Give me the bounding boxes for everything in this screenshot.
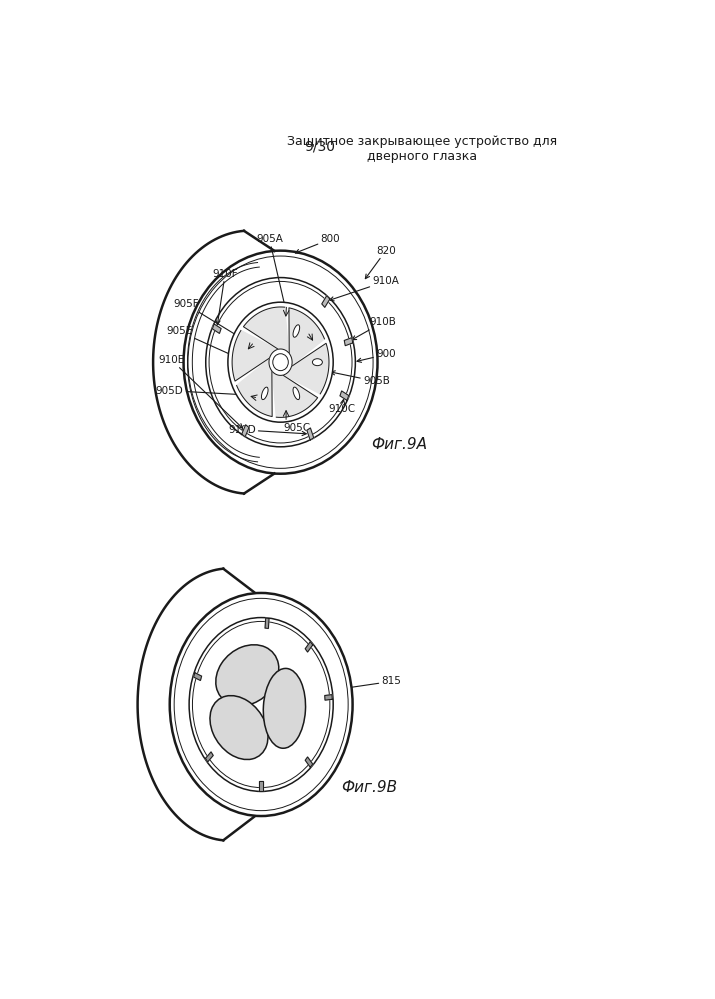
Ellipse shape [228, 302, 333, 423]
Polygon shape [307, 428, 314, 440]
Ellipse shape [169, 593, 352, 816]
Polygon shape [205, 752, 213, 762]
Polygon shape [284, 344, 329, 394]
Polygon shape [194, 672, 202, 680]
Polygon shape [243, 307, 289, 353]
Polygon shape [272, 372, 317, 418]
Polygon shape [242, 425, 249, 437]
Ellipse shape [216, 644, 279, 705]
Ellipse shape [312, 359, 322, 366]
Polygon shape [237, 359, 272, 417]
Text: 900: 900 [357, 350, 395, 363]
Text: 820: 820 [365, 246, 395, 279]
Ellipse shape [293, 325, 300, 338]
Text: 910B: 910B [352, 318, 397, 340]
Text: 910A: 910A [330, 277, 399, 301]
Polygon shape [232, 331, 277, 381]
Text: 905F: 905F [174, 300, 243, 339]
Text: 800: 800 [295, 234, 340, 254]
Polygon shape [265, 618, 269, 628]
Polygon shape [212, 324, 221, 334]
Polygon shape [260, 781, 263, 791]
Polygon shape [289, 308, 325, 366]
Polygon shape [305, 757, 312, 767]
Text: 9/30: 9/30 [304, 139, 335, 153]
Text: 910E: 910E [158, 355, 242, 428]
Text: 815: 815 [325, 676, 401, 692]
Ellipse shape [263, 668, 305, 748]
Ellipse shape [262, 388, 268, 400]
Ellipse shape [293, 388, 300, 400]
Text: Фиг.9А: Фиг.9А [371, 437, 427, 452]
Text: 910C: 910C [328, 400, 355, 415]
Polygon shape [325, 694, 332, 700]
Text: 905C: 905C [284, 417, 311, 433]
Text: 905E: 905E [166, 327, 237, 358]
Polygon shape [345, 338, 352, 346]
Ellipse shape [210, 695, 268, 759]
Text: 910D: 910D [228, 425, 306, 436]
Text: 905A: 905A [256, 234, 286, 308]
Polygon shape [340, 391, 349, 401]
Polygon shape [305, 641, 312, 652]
Text: 905D: 905D [156, 386, 247, 397]
Text: Защитное закрывающее устройство для
дверного глазка: Защитное закрывающее устройство для двер… [287, 135, 557, 163]
Polygon shape [322, 296, 330, 308]
Text: 910F: 910F [212, 269, 238, 325]
Ellipse shape [273, 354, 288, 371]
Text: Фиг.9B: Фиг.9B [342, 780, 398, 795]
Text: 905B: 905B [331, 371, 390, 387]
